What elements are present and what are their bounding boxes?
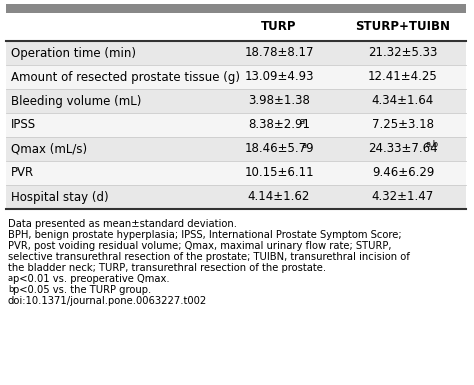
Text: 3.98±1.38: 3.98±1.38 [248,94,310,107]
Bar [6,113,466,137]
Text: Hospital stay (d): Hospital stay (d) [11,191,109,204]
Text: b: b [8,285,13,294]
Text: PVR, post voiding residual volume; Qmax, maximal urinary flow rate; STURP,: PVR, post voiding residual volume; Qmax,… [8,241,392,251]
Text: 13.09±4.93: 13.09±4.93 [244,70,314,84]
Text: a: a [302,141,307,149]
Text: 4.32±1.47: 4.32±1.47 [372,191,434,204]
Text: Qmax (mL/s): Qmax (mL/s) [11,142,87,156]
Text: 8.38±2.91: 8.38±2.91 [248,119,310,132]
Text: STURP+TUIBN: STURP+TUIBN [356,20,450,33]
Bar [6,65,466,89]
Text: doi:10.1371/journal.pone.0063227.t002: doi:10.1371/journal.pone.0063227.t002 [8,296,207,306]
Bar [6,89,466,113]
Bar [6,137,466,161]
Text: 7.25±3.18: 7.25±3.18 [372,119,434,132]
Text: IPSS: IPSS [11,119,36,132]
Bar [6,41,466,65]
Text: Amount of resected prostate tissue (g): Amount of resected prostate tissue (g) [11,70,240,84]
Bar [6,161,466,185]
Text: the bladder neck; TURP, transurethral resection of the prostate.: the bladder neck; TURP, transurethral re… [8,263,326,273]
Text: BPH, benign prostate hyperplasia; IPSS, International Prostate Symptom Score;: BPH, benign prostate hyperplasia; IPSS, … [8,230,401,240]
Text: 4.14±1.62: 4.14±1.62 [248,191,310,204]
Text: 10.15±6.11: 10.15±6.11 [244,166,314,179]
Text: a: a [300,117,305,126]
Text: Bleeding volume (mL): Bleeding volume (mL) [11,94,141,107]
Text: 4.34±1.64: 4.34±1.64 [372,94,434,107]
Bar [6,13,466,41]
Bar [6,4,466,13]
Text: Data presented as mean±standard deviation.: Data presented as mean±standard deviatio… [8,219,237,229]
Text: 18.78±8.17: 18.78±8.17 [244,47,314,60]
Text: 21.32±5.33: 21.32±5.33 [368,47,438,60]
Text: 9.46±6.29: 9.46±6.29 [372,166,434,179]
Text: p<0.01 vs. preoperative Qmax.: p<0.01 vs. preoperative Qmax. [13,274,170,284]
Text: selective transurethral resection of the prostate; TUIBN, transurethral incision: selective transurethral resection of the… [8,252,410,262]
Text: p<0.05 vs. the TURP group.: p<0.05 vs. the TURP group. [13,285,151,295]
Text: a,b: a,b [426,141,439,149]
Text: 12.41±4.25: 12.41±4.25 [368,70,438,84]
Text: 18.46±5.79: 18.46±5.79 [244,142,314,156]
Text: PVR: PVR [11,166,34,179]
Text: 24.33±7.64: 24.33±7.64 [368,142,438,156]
Bar [6,185,466,209]
Text: TURP: TURP [261,20,297,33]
Text: a: a [8,274,13,283]
Text: Operation time (min): Operation time (min) [11,47,136,60]
